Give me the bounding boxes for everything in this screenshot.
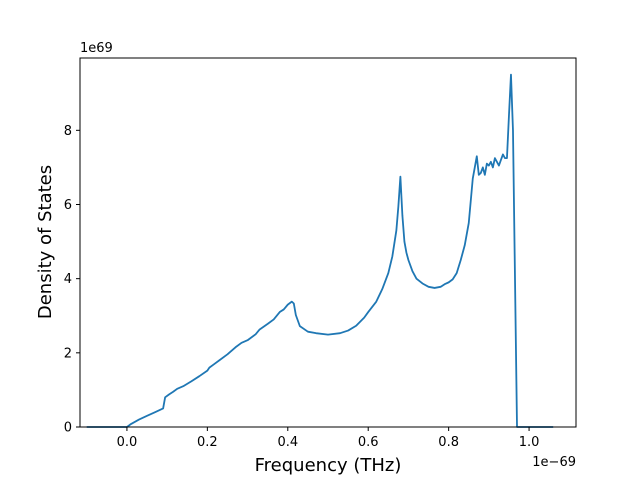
y-offset-label: 1e69 bbox=[80, 41, 113, 56]
x-axis-label: Frequency (THz) bbox=[255, 455, 402, 476]
y-tick-label: 6 bbox=[64, 198, 72, 213]
x-tick-label: 0.6 bbox=[358, 435, 379, 450]
x-axis-ticks: 0.0 0.2 0.4 0.6 0.8 1.0 bbox=[117, 427, 540, 450]
x-tick-label: 1.0 bbox=[519, 435, 540, 450]
y-tick-label: 0 bbox=[64, 421, 72, 436]
x-tick-label: 0.8 bbox=[438, 435, 459, 450]
y-tick-label: 8 bbox=[64, 124, 72, 139]
y-axis-label: Density of States bbox=[35, 165, 56, 319]
x-offset-label: 1e−69 bbox=[532, 455, 576, 470]
x-tick-label: 0.4 bbox=[277, 435, 298, 450]
y-tick-label: 2 bbox=[64, 346, 72, 361]
dos-series-line bbox=[86, 73, 554, 428]
x-tick-label: 0.0 bbox=[117, 435, 138, 450]
y-tick-label: 4 bbox=[64, 272, 72, 287]
y-axis-ticks: 0 2 4 6 8 bbox=[64, 124, 80, 436]
x-tick-label: 0.2 bbox=[197, 435, 218, 450]
axes-frame bbox=[79, 57, 577, 428]
